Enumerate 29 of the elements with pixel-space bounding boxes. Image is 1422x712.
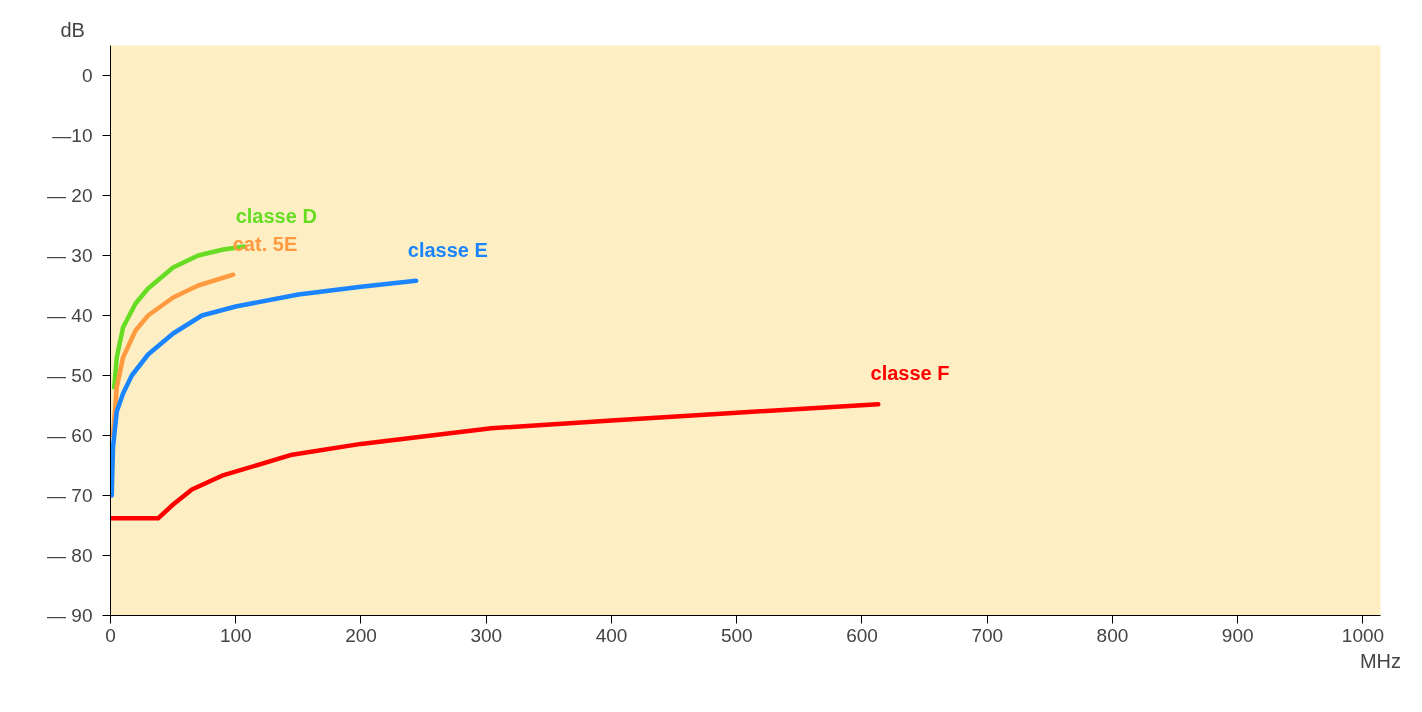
x-tick-label: 0 <box>105 624 116 646</box>
x-tick-label: 500 <box>720 624 753 646</box>
x-axis-title: MHz <box>1359 649 1402 672</box>
y-tick-label: — 60 <box>47 425 93 446</box>
y-tick-label: — 20 <box>47 185 93 206</box>
y-tick-label: — 40 <box>47 305 93 326</box>
y-tick-label: — 50 <box>47 365 93 386</box>
x-tick-label: 800 <box>1096 624 1129 646</box>
line-series <box>110 278 419 498</box>
y-axis-title: dB <box>60 18 85 41</box>
y-tick-label: — 30 <box>47 245 93 266</box>
x-tick-label: 300 <box>470 624 503 646</box>
line-series <box>110 402 881 521</box>
x-tick-label: 700 <box>971 624 1004 646</box>
series-label: cat. 5E <box>232 232 298 255</box>
x-tick-label: 100 <box>219 624 252 646</box>
x-tick-label: 1000 <box>1341 624 1385 646</box>
x-tick-label: 200 <box>345 624 377 646</box>
x-tick-label: 400 <box>595 624 628 646</box>
series-label: classe F <box>870 362 950 385</box>
x-tick-label: 900 <box>1221 624 1254 646</box>
y-tick-label: — 80 <box>47 545 93 566</box>
y-tick-label: — 90 <box>47 605 93 626</box>
series-label: classe E <box>407 238 488 261</box>
y-tick-label: —10 <box>52 125 93 146</box>
y-tick-label: 0 <box>81 65 93 86</box>
series-label: classe D <box>235 204 317 227</box>
y-tick-label: — 70 <box>47 485 93 506</box>
x-tick-label: 600 <box>846 624 878 646</box>
